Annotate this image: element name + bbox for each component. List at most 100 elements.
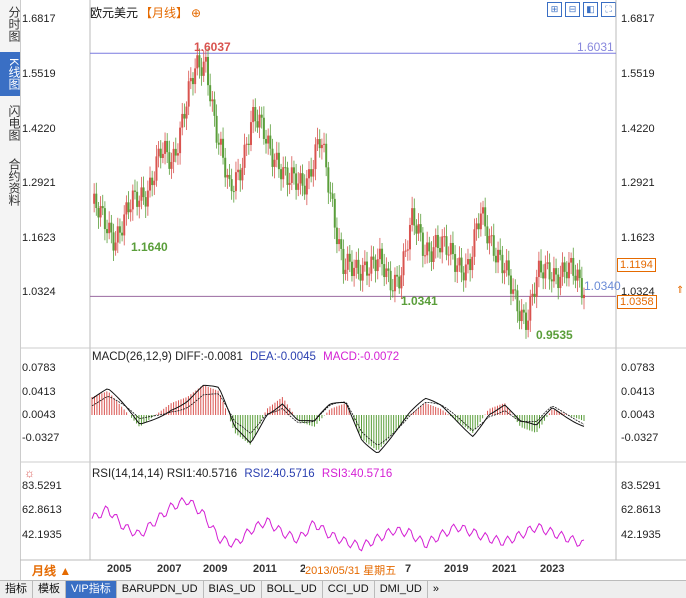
candle-body bbox=[361, 265, 364, 281]
candle-body bbox=[256, 121, 259, 128]
candle-body bbox=[563, 262, 566, 272]
price-tick-right: 1.6817 bbox=[621, 13, 655, 25]
candle-body bbox=[458, 257, 461, 266]
current-price-label: 1.0340 bbox=[584, 279, 621, 293]
rsi-tick-left: 62.8613 bbox=[22, 504, 62, 516]
macd-dea-line bbox=[91, 393, 585, 446]
candle-body bbox=[174, 148, 177, 156]
zoom-in-icon[interactable]: ⊞ bbox=[547, 2, 562, 17]
candle-body bbox=[544, 263, 547, 279]
candle-body bbox=[189, 78, 192, 82]
price-tick-right: 1.5519 bbox=[621, 68, 655, 80]
candle-body bbox=[383, 264, 386, 278]
tab-flash[interactable]: 闪电图 bbox=[7, 105, 21, 141]
reset-icon[interactable]: ◧ bbox=[583, 2, 598, 17]
tab-timeshare[interactable]: 分时图 bbox=[7, 6, 21, 42]
candle-body bbox=[280, 169, 283, 180]
symbol-name: 欧元美元 bbox=[90, 6, 139, 20]
candle-body bbox=[524, 312, 527, 330]
candle-body bbox=[226, 174, 229, 178]
candle-body bbox=[460, 257, 463, 273]
tab-boll[interactable]: BOLL_UD bbox=[262, 581, 323, 598]
candle-body bbox=[350, 261, 353, 277]
tab-contract-info[interactable]: 合约资料 bbox=[7, 158, 21, 206]
macd-diff-line bbox=[91, 384, 585, 453]
candle-body bbox=[447, 254, 450, 256]
macd-title: MACD(26,12,9) bbox=[92, 351, 172, 363]
candle-body bbox=[232, 191, 235, 193]
candle-body bbox=[389, 270, 392, 291]
candle-body bbox=[237, 169, 240, 173]
candle-body bbox=[424, 255, 427, 257]
candle-body bbox=[449, 242, 452, 255]
candle-body bbox=[252, 107, 255, 123]
candle-body bbox=[125, 202, 128, 215]
tab-bias[interactable]: BIAS_UD bbox=[204, 581, 262, 598]
candle-body bbox=[402, 251, 405, 276]
candle-body bbox=[179, 127, 182, 154]
candle-body bbox=[273, 159, 276, 167]
candle-body bbox=[411, 208, 414, 225]
candle-body bbox=[542, 272, 545, 279]
candle-body bbox=[168, 152, 171, 169]
year-label: 2009 bbox=[203, 563, 228, 575]
candle-body bbox=[247, 143, 250, 145]
tab-dmi[interactable]: DMI_UD bbox=[375, 581, 428, 598]
zoom-out-icon[interactable]: ⊟ bbox=[565, 2, 580, 17]
settings-icon[interactable]: ☼ bbox=[24, 466, 35, 480]
year-label: 2007 bbox=[157, 563, 182, 575]
add-icon[interactable]: ⊕ bbox=[191, 6, 202, 20]
tab-indicator[interactable]: 指标 bbox=[0, 581, 33, 598]
year-label: 2019 bbox=[444, 563, 469, 575]
candle-body bbox=[146, 190, 149, 207]
tab-cci[interactable]: CCI_UD bbox=[323, 581, 375, 598]
low-label-3: 0.9535 bbox=[536, 328, 573, 342]
candle-body bbox=[222, 138, 225, 158]
tab-kline[interactable]: K线图 bbox=[0, 52, 21, 96]
candle-body bbox=[535, 277, 538, 297]
candle-body bbox=[305, 178, 308, 195]
candle-body bbox=[509, 275, 512, 294]
candle-body bbox=[249, 122, 252, 145]
chart-canvas[interactable]: ⇑ bbox=[0, 0, 686, 580]
candle-body bbox=[522, 309, 525, 313]
candle-body bbox=[417, 224, 420, 234]
candle-body bbox=[284, 167, 287, 169]
candle-body bbox=[316, 139, 319, 145]
high-label: 1.6037 bbox=[194, 40, 231, 54]
tab-barupdn[interactable]: BARUPDN_UD bbox=[117, 581, 204, 598]
candle-body bbox=[142, 187, 145, 198]
tab-template[interactable]: 模板 bbox=[33, 581, 66, 598]
candle-body bbox=[207, 56, 210, 86]
candle-body bbox=[372, 256, 375, 260]
candle-body bbox=[241, 167, 244, 181]
rsi-value-1: RSI1:40.5716 bbox=[166, 468, 238, 480]
candle-body bbox=[520, 309, 523, 322]
candle-body bbox=[516, 290, 519, 312]
candle-body bbox=[404, 250, 407, 252]
macd-header: MACD(26,12,9) DIFF:-0.0081 DEA:-0.0045 M… bbox=[92, 351, 399, 363]
candle-body bbox=[432, 247, 435, 263]
candle-body bbox=[378, 248, 381, 260]
candle-body bbox=[462, 272, 465, 281]
candle-body bbox=[464, 264, 467, 281]
period-label[interactable]: 【月线】 bbox=[140, 6, 189, 20]
macd-dea: DEA:-0.0045 bbox=[250, 351, 316, 363]
candle-body bbox=[288, 182, 291, 185]
tab-vip-indicator[interactable]: VIP指标 bbox=[66, 581, 117, 598]
candle-body bbox=[583, 294, 585, 299]
candle-body bbox=[295, 173, 298, 190]
more-tabs-icon[interactable]: » bbox=[432, 583, 439, 595]
candle-body bbox=[136, 191, 139, 207]
candle-body bbox=[149, 177, 152, 191]
candle-body bbox=[436, 234, 439, 249]
candle-body bbox=[471, 256, 474, 271]
candle-body bbox=[185, 106, 188, 119]
candle-body bbox=[211, 99, 214, 102]
candle-body bbox=[565, 271, 568, 279]
price-tag-2: 1.0358 bbox=[617, 295, 657, 309]
candle-body bbox=[466, 259, 469, 265]
candle-body bbox=[133, 190, 136, 192]
period-selector[interactable]: 月线 ▲ bbox=[32, 564, 72, 578]
candle-body bbox=[486, 226, 489, 244]
